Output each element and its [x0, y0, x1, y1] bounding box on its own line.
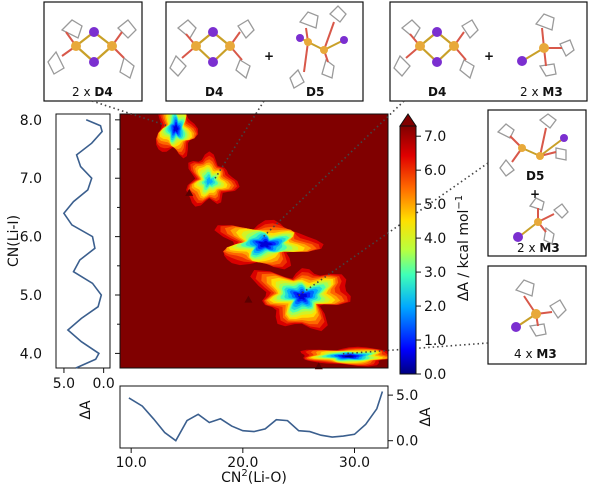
bottom-projection-label: ΔA	[418, 407, 434, 427]
left-projection-tick-label: 0.0	[93, 376, 115, 392]
left-projection: 5.0 0.0 ΔA CN(Li-I)	[6, 113, 115, 420]
basin-level-contour	[344, 355, 354, 358]
colorbar-tick-label: 6.0	[424, 163, 446, 179]
minimum-marker	[185, 188, 194, 196]
left-projection-label: ΔA	[78, 400, 94, 420]
y-tick-label: 6.0	[20, 230, 42, 246]
panel-3-label-b: 2 x M3	[520, 85, 563, 99]
panel-D5-2xM3: D5 + 2 x M3	[487, 109, 587, 257]
bottom-projection-ticks: 5.0 0.0	[388, 388, 418, 450]
colorbar-tick-label: 5.0	[424, 197, 446, 213]
minimum-marker	[244, 295, 253, 303]
left-projection-tick-label: 5.0	[53, 376, 75, 392]
molecule-m3-icon	[511, 279, 567, 337]
panel-2-label-b: D5	[306, 85, 324, 99]
colorbar-tick-label: 0.0	[424, 367, 446, 383]
plus-sign: +	[530, 187, 540, 201]
main-heatmap: 8.0 7.0 6.0 5.0 4.0	[20, 113, 389, 370]
molecule-d4-icon	[393, 19, 479, 80]
panel-4-label-a: D5	[526, 169, 544, 183]
heatmap-minima-markers	[185, 188, 323, 370]
colorbar-tick-label: 3.0	[424, 265, 446, 281]
plus-sign: +	[484, 49, 494, 63]
panel-5-label: 4 x M3	[514, 347, 557, 361]
colorbar-tick-label: 4.0	[424, 231, 446, 247]
x-axis-ticks: 10.0 20.0 30.0	[116, 448, 370, 471]
panel-D4-D5: + D4 D5	[165, 1, 364, 102]
panel-D4-2xM3: + D4 2 x M3	[389, 1, 588, 102]
basin-level-contour	[173, 124, 179, 133]
x-tick-label: 10.0	[116, 455, 147, 471]
bottom-projection: 5.0 0.0 10.0 20.0 30.0 ΔA CN2(Li-O)	[116, 385, 434, 486]
x-tick-label: 30.0	[339, 455, 370, 471]
molecule-m3-icon	[517, 13, 575, 77]
bottom-projection-tick-label: 5.0	[396, 388, 418, 404]
colorbar-label: ΔA / kcal mol−1	[454, 195, 472, 301]
basin-level-contour	[258, 240, 273, 248]
bottom-projection-tick-label: 0.0	[396, 434, 418, 450]
colorbar: 7.0 6.0 5.0 4.0 3.0 2.0 1.0 0.0 ΔA / kcal mol−1	[399, 113, 472, 383]
main-y-ticks: 8.0 7.0 6.0 5.0 4.0	[20, 113, 120, 362]
panel-3-label-a: D4	[428, 85, 446, 99]
plus-sign: +	[264, 49, 274, 63]
molecule-d5-icon	[289, 5, 348, 89]
panel-4xM3: 4 x M3	[487, 265, 587, 365]
x-tick-label: 20.0	[227, 455, 258, 471]
colorbar-ticks: 7.0 6.0 5.0 4.0 3.0 2.0 1.0 0.0	[416, 129, 446, 383]
colorbar-tick-label: 7.0	[424, 129, 446, 145]
y-tick-label: 8.0	[20, 113, 42, 129]
panel-2xD4: 2 x D4	[43, 1, 143, 102]
panel-4-label-b: 2 x M3	[517, 241, 560, 255]
connector-lines	[91, 100, 489, 355]
colorbar-tick-label: 1.0	[424, 333, 446, 349]
panel-1-label: 2 x D4	[72, 85, 113, 99]
y-axis-label: CN(Li-I)	[6, 215, 22, 267]
y-tick-label: 5.0	[20, 288, 42, 304]
panel-2-label-a: D4	[205, 85, 223, 99]
molecule-d4-icon	[47, 19, 137, 79]
x-axis-label: CN2(Li-O)	[221, 468, 287, 486]
y-tick-label: 7.0	[20, 171, 42, 187]
molecule-d5-icon	[496, 113, 568, 177]
heatmap-basins	[156, 114, 388, 367]
molecule-m3-icon	[513, 197, 569, 245]
molecule-d4-icon	[169, 19, 255, 80]
left-projection-ticks: 5.0 0.0	[53, 368, 115, 392]
y-tick-label: 4.0	[20, 346, 42, 362]
minimum-marker	[314, 362, 323, 370]
colorbar-tick-label: 2.0	[424, 299, 446, 315]
bottom-projection-curve	[128, 391, 384, 442]
left-projection-curve	[62, 119, 103, 369]
basin-level-contour	[206, 177, 213, 185]
